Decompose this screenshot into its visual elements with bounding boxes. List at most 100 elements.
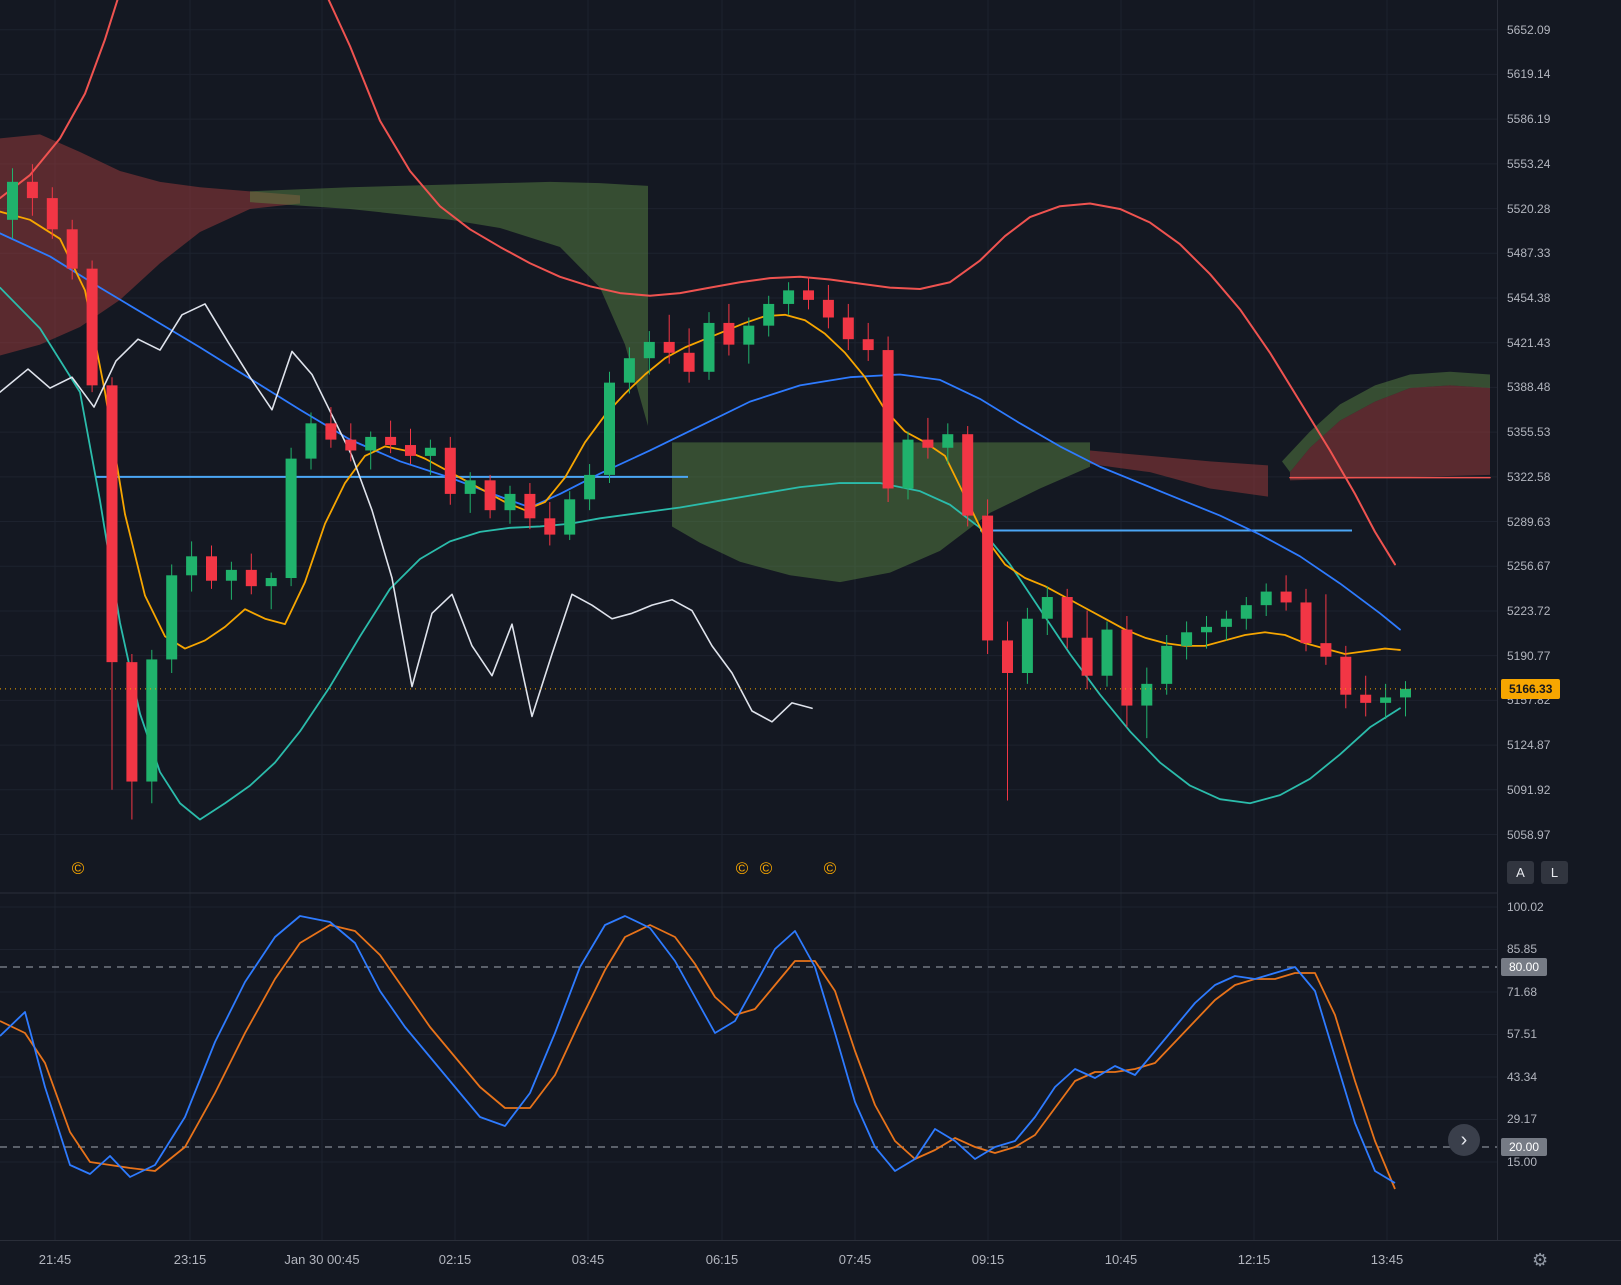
candle-body [245,569,257,587]
tenkan-orange [0,210,1401,655]
lower-band-teal [0,286,1401,821]
price-axis-label: 5124.87 [1507,738,1551,753]
time-axis-label[interactable]: 23:15 [173,1252,207,1267]
price-axis-label: 5619.14 [1507,67,1551,82]
grid-layer [0,0,1497,1240]
candle-body [803,290,814,300]
candle-body [7,181,18,220]
candle-body [1121,629,1133,706]
time-axis-label[interactable]: 13:45 [1370,1252,1404,1267]
candle-body [922,439,934,448]
chikou-white [0,303,813,723]
candle-body [942,434,954,448]
candle-body [623,358,635,383]
indicator-copyright-icon[interactable]: © [759,859,773,878]
auto-scale-button[interactable]: A [1507,861,1534,884]
time-axis-label[interactable]: 12:15 [1237,1252,1271,1267]
candle-body [166,575,178,660]
price-axis-label: 5091.92 [1507,782,1551,797]
upper-band-red [0,0,1396,566]
candle-body [504,493,516,511]
time-axis-label[interactable]: Jan 30 00:45 [284,1252,360,1267]
candle-body [1061,597,1073,638]
candle-body [763,303,775,326]
candle-body [643,341,655,359]
candle-body [723,322,735,345]
candle-body [26,181,38,199]
candle-body [444,447,456,494]
settings-gear-icon[interactable]: ⚙ [1532,1250,1549,1270]
candle-body [1360,694,1372,703]
candle-body [842,317,854,340]
candle-body [1400,688,1411,698]
candle-body [225,569,237,581]
chart-area[interactable]: © © © © [0,0,1497,1240]
candle-body [1380,697,1392,703]
candle-body [265,578,277,587]
candle-body [902,439,914,489]
ma-blue [0,232,1401,631]
log-scale-button[interactable]: L [1541,861,1568,884]
time-axis-label[interactable]: 02:15 [438,1252,472,1267]
candle-body [106,385,118,663]
price-axis-label: 5586.19 [1507,112,1551,127]
price-axis-label: 5058.97 [1507,827,1551,842]
indicator-copyright-icon[interactable]: © [735,859,749,878]
price-axis-label: 5322.58 [1507,469,1551,484]
time-axis-label[interactable]: 10:45 [1104,1252,1138,1267]
candle-body [822,299,834,318]
candle-body [305,423,317,459]
candle-body [1181,632,1193,646]
ichimoku-cloud [250,181,648,427]
time-axis-label[interactable]: 09:15 [971,1252,1005,1267]
candle-body [206,556,217,581]
ichimoku-cloud [672,442,1090,583]
time-axis[interactable]: ⚙ 21:45 23:15 Jan 30 00:45 02:15 03:45 06:15 0… [0,1240,1621,1285]
candle-body [743,325,755,345]
price-axis-label: 5553.24 [1507,156,1551,171]
indicator-copyright-icon[interactable]: © [71,859,85,878]
stoch-k-line [0,915,1396,1184]
price-axis-label: 5355.53 [1507,425,1551,440]
candle-body [1220,618,1232,627]
time-axis-label[interactable]: 03:45 [571,1252,605,1267]
price-axis-label: 5289.63 [1507,514,1551,529]
candle-body [1300,602,1312,644]
candle-body [325,423,337,440]
candle-body [1141,683,1153,706]
price-axis-label: 5520.28 [1507,201,1551,216]
candle-body [1101,629,1113,676]
candle-body [663,341,675,353]
ichimoku-cloud [1090,450,1268,497]
candle-body [484,480,496,511]
candle-body [1161,645,1173,684]
candle-body [524,493,536,519]
chart-canvas[interactable] [0,0,1497,1240]
candle-body [783,290,795,304]
candle-body [66,229,78,269]
candle-body [1340,656,1352,695]
candle-body [405,445,416,456]
stoch-axis-label: 100.02 [1507,899,1544,914]
stoch-upper-level-badge: 80.00 [1501,958,1548,976]
candle-body [1201,626,1212,633]
time-axis-label[interactable]: 06:15 [705,1252,739,1267]
candle-body [285,458,297,579]
indicator-copyright-icon[interactable]: © [823,859,837,878]
price-axis-label: 5190.77 [1507,648,1551,663]
price-axis-label: 5652.09 [1507,22,1551,37]
candle-body [1081,637,1093,676]
candle-body [345,439,357,451]
scroll-to-recent-button[interactable]: › [1448,1124,1480,1156]
ichimoku-cloud [1290,385,1490,481]
time-axis-label[interactable]: 21:45 [38,1252,72,1267]
candle-body [982,515,994,641]
candle-body [86,268,98,386]
price-axis[interactable]: 5166.33 80.00 20.00 A L 5652.09 5619.14 55… [1497,0,1621,1240]
candle-body [862,339,874,351]
time-axis-label[interactable]: 07:45 [838,1252,872,1267]
candle-body [424,447,436,456]
candle-body [604,382,615,475]
price-axis-label: 5487.33 [1507,246,1551,261]
candle-body [385,436,397,446]
